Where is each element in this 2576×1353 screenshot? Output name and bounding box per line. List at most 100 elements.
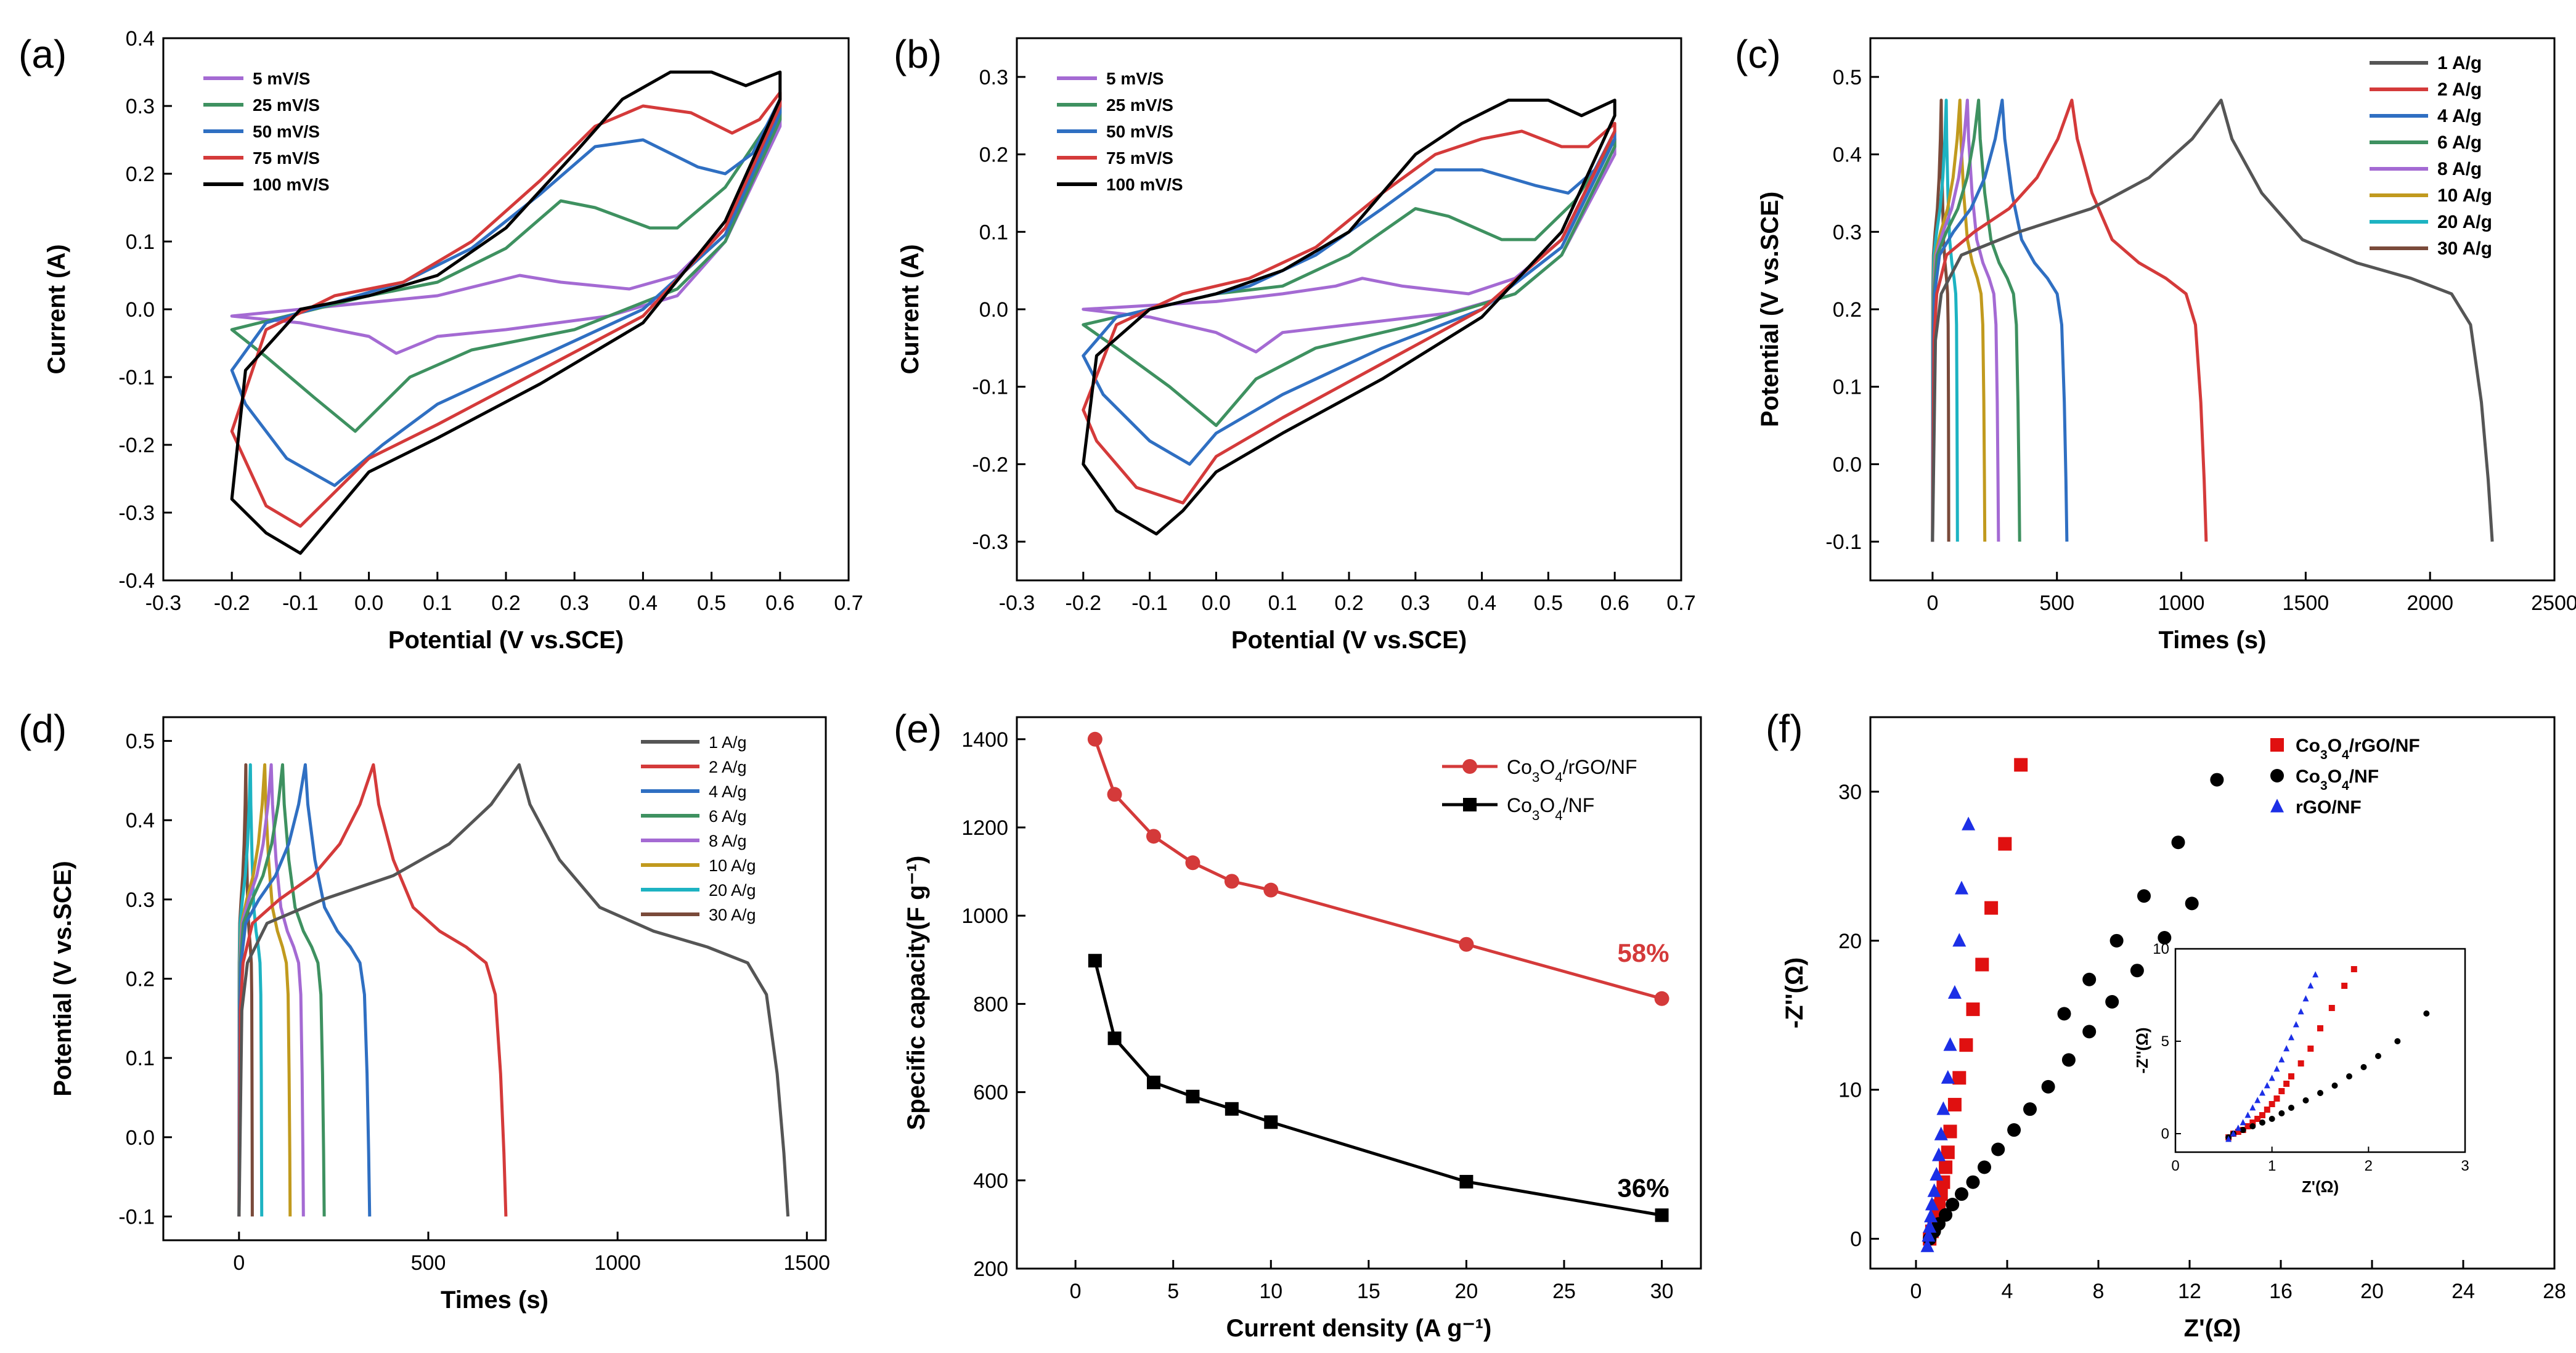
capacity-point <box>1088 954 1102 968</box>
charts-layer: -0.3 -0.2 -0.1 0.0 0.1 0.2 0.3 0.4 0.5 0.6 0.7 -0.4… <box>18 27 2576 1342</box>
inset-point <box>2259 1089 2265 1096</box>
y-tick-label: 0 <box>1850 1228 1862 1251</box>
y-tick-label: 0.2 <box>126 163 155 186</box>
x-tick-label: -0.3 <box>145 591 182 615</box>
inset-point <box>2249 1123 2256 1129</box>
capacity-point <box>1107 787 1122 802</box>
y-axis-label: Current (A) <box>43 244 70 374</box>
eis-point <box>1978 1160 1991 1174</box>
retention-annotation: 58% <box>1618 938 1669 967</box>
inset-point <box>2288 1034 2294 1041</box>
eis-point <box>2023 1102 2037 1116</box>
eis-point <box>1927 1183 1941 1197</box>
y-tick-label: 30 <box>1838 781 1862 804</box>
inset-point <box>2283 1081 2290 1087</box>
x-tick-label: 10 <box>1259 1280 1282 1303</box>
inset-point <box>2293 1021 2299 1028</box>
inset-point <box>2264 1107 2270 1113</box>
capacity-point <box>1225 1102 1239 1116</box>
y-tick-label: 1000 <box>961 904 1008 928</box>
inset-x-tick-label: 3 <box>2461 1158 2469 1174</box>
legend-label: Co3O4/rGO/NF <box>1507 756 1637 785</box>
inset-point <box>2244 1123 2251 1129</box>
inset-point <box>2268 1075 2275 1081</box>
retention-annotation: 36% <box>1618 1173 1669 1202</box>
panel-letter-e: (e) <box>894 707 942 751</box>
chart-e: 0 5 10 15 20 25 30 200 400 600 800 1000 1200 1400 Curr… <box>903 716 1702 1342</box>
y-axis-label: Current (A) <box>897 244 924 374</box>
y-tick-label: 0.3 <box>1833 221 1862 244</box>
inset-point <box>2268 1101 2275 1107</box>
legend-label: 5 mV/S <box>253 69 310 88</box>
y-tick-label: 0.1 <box>126 230 155 254</box>
y-axis-label: -Z''(Ω) <box>1781 957 1808 1029</box>
eis-point <box>2105 995 2119 1009</box>
inset-point <box>2240 1127 2246 1133</box>
inset-point <box>2423 1010 2430 1017</box>
inset-point <box>2278 1088 2285 1094</box>
legend-label: 25 mV/S <box>1106 95 1173 115</box>
gcd-curve-4Ag <box>237 763 372 1217</box>
y-tick-label: 0.5 <box>126 730 155 754</box>
capacity-point <box>1186 1089 1200 1103</box>
inset-point <box>2230 1130 2236 1137</box>
legend-label: 20 A/g <box>2437 212 2492 232</box>
x-tick-label: 2000 <box>2407 591 2453 615</box>
eis-point <box>1941 1070 1955 1084</box>
inset-y-tick-label: 5 <box>2161 1033 2169 1050</box>
legend-label: 100 mV/S <box>1106 175 1183 194</box>
inset-point <box>2331 1083 2338 1089</box>
x-tick-label: 0.3 <box>560 591 589 615</box>
eis-point <box>1925 1197 1939 1211</box>
y-tick-label: 1400 <box>961 728 1008 752</box>
inset-frame <box>2174 948 2466 1153</box>
capacity-point <box>1185 855 1200 871</box>
legend-marker <box>1463 798 1477 811</box>
inset-point <box>2259 1119 2265 1126</box>
y-tick-label: 800 <box>973 993 1008 1016</box>
eis-point <box>1934 1126 1948 1140</box>
inset-point <box>2307 1046 2314 1052</box>
x-tick-label: 8 <box>2093 1280 2105 1303</box>
eis-point <box>2158 931 2172 945</box>
plot-frame <box>1016 716 1702 1270</box>
inset-x-label: Z'(Ω) <box>2302 1177 2339 1196</box>
x-axis-label: Current density (A g⁻¹) <box>1226 1315 1492 1342</box>
cv-curve-75mVS <box>1082 121 1616 505</box>
inset-point <box>2297 1008 2304 1015</box>
y-tick-label: -0.1 <box>118 366 155 389</box>
eis-point <box>1943 1124 1957 1139</box>
capacity-point <box>1147 1075 1160 1089</box>
cv-curve-75mVS <box>230 91 782 528</box>
x-tick-label: 28 <box>2543 1280 2566 1303</box>
y-tick-label: 0.1 <box>979 221 1008 244</box>
x-axis-label: Z'(Ω) <box>2184 1315 2241 1342</box>
y-axis-label: Potential (V vs.SCE) <box>1756 192 1783 427</box>
eis-point <box>1947 1097 1962 1111</box>
x-tick-label: 12 <box>2178 1280 2201 1303</box>
legend-label: 4 A/g <box>2437 106 2482 126</box>
legend-marker <box>1462 759 1477 774</box>
eis-point <box>1939 1208 1953 1222</box>
legend-label: Co3O4/rGO/NF <box>2296 736 2420 762</box>
gcd-curve-2Ag <box>1931 99 2208 542</box>
inset-point <box>2249 1104 2256 1111</box>
inset-point <box>2346 1073 2352 1079</box>
panel-letter-f: (f) <box>1766 707 1803 751</box>
x-tick-label: 30 <box>1650 1280 1674 1303</box>
y-tick-label: 200 <box>973 1258 1008 1281</box>
eis-point <box>2007 1123 2021 1137</box>
x-tick-label: 0.0 <box>354 591 383 615</box>
x-tick-label: 20 <box>1455 1280 1478 1303</box>
y-tick-label: 0.4 <box>1833 144 1862 167</box>
inset-x-tick-label: 1 <box>2268 1158 2276 1174</box>
gcd-curve-6Ag <box>237 763 326 1217</box>
capacity-point <box>1263 882 1279 898</box>
cv-curve-100mVS <box>1082 99 1616 536</box>
x-tick-label: 0.1 <box>423 591 452 615</box>
x-tick-label: 1500 <box>2283 591 2329 615</box>
y-tick-label: -0.3 <box>118 502 155 525</box>
panel-letter-a: (a) <box>18 32 67 76</box>
eis-point <box>2109 933 2124 948</box>
inset-point <box>2375 1053 2381 1059</box>
